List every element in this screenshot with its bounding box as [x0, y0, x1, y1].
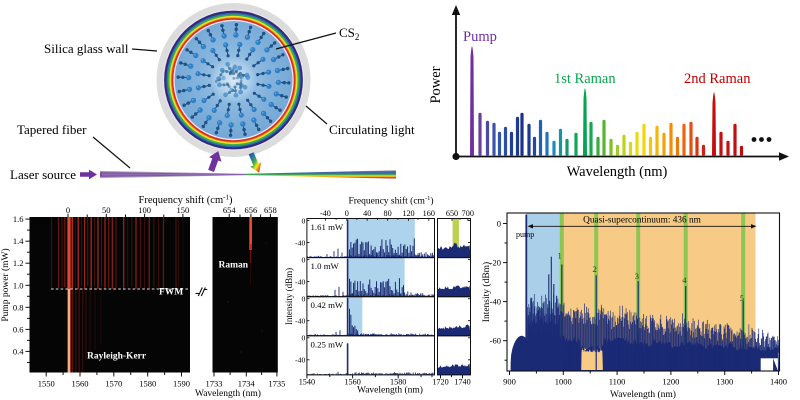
svg-text:Wavelength (nm): Wavelength (nm)	[610, 389, 676, 400]
svg-text:700: 700	[462, 209, 474, 218]
svg-text:1300: 1300	[716, 377, 733, 387]
svg-text:1560: 1560	[72, 379, 89, 389]
svg-text:100: 100	[138, 205, 151, 215]
svg-text:2nd Raman: 2nd Raman	[684, 71, 751, 87]
svg-text:1st Raman: 1st Raman	[554, 71, 616, 87]
svg-text:650: 650	[446, 209, 458, 218]
svg-text:1540: 1540	[299, 378, 315, 387]
svg-text:150: 150	[177, 205, 190, 215]
svg-text:1.2: 1.2	[13, 258, 24, 268]
svg-text:Wavelength (nm): Wavelength (nm)	[567, 164, 668, 180]
svg-text:160: 160	[423, 209, 435, 218]
svg-text:Intensity (dBm): Intensity (dBm)	[481, 262, 492, 322]
svg-text:1560: 1560	[344, 378, 360, 387]
svg-text:2: 2	[593, 264, 597, 274]
svg-text:1733: 1733	[206, 379, 223, 389]
svg-text:1.4: 1.4	[13, 236, 24, 246]
svg-text:Silica glass wall: Silica glass wall	[44, 41, 129, 56]
svg-text:0: 0	[497, 219, 501, 229]
svg-text:Circulating light: Circulating light	[329, 122, 415, 137]
svg-text:Power: Power	[428, 66, 444, 103]
svg-text:0: 0	[301, 255, 305, 264]
svg-text:-40: -40	[490, 297, 501, 307]
svg-text:1.61 mW: 1.61 mW	[311, 222, 344, 232]
svg-text:1740: 1740	[454, 378, 470, 387]
svg-text:1580: 1580	[139, 379, 156, 389]
svg-text:0.4: 0.4	[13, 346, 24, 356]
svg-text:Laser source: Laser source	[10, 167, 76, 182]
svg-text:0: 0	[301, 295, 305, 304]
svg-text:1: 1	[558, 251, 562, 261]
svg-text:120: 120	[402, 209, 414, 218]
svg-text:1.0: 1.0	[13, 280, 24, 290]
svg-text:Frequency shift (cm-1): Frequency shift (cm-1)	[139, 194, 233, 207]
svg-text:1.0 mW: 1.0 mW	[311, 261, 340, 271]
svg-text:40: 40	[363, 209, 371, 218]
svg-text:Raman: Raman	[219, 261, 249, 271]
svg-text:656: 656	[245, 205, 258, 215]
svg-text:0.25 mW: 0.25 mW	[311, 339, 344, 349]
svg-text:-20: -20	[490, 258, 501, 268]
svg-text:-40: -40	[295, 277, 305, 286]
svg-text:654: 654	[223, 205, 237, 215]
svg-text:1735: 1735	[268, 379, 285, 389]
svg-text:1400: 1400	[770, 377, 787, 387]
svg-text:0: 0	[301, 334, 305, 343]
svg-text:FWM: FWM	[159, 288, 183, 298]
svg-text:0: 0	[301, 216, 305, 225]
svg-text:Quasi-supercontinuum: 436 nm: Quasi-supercontinuum: 436 nm	[583, 216, 702, 226]
svg-text:-40: -40	[295, 238, 305, 247]
svg-text:1570: 1570	[105, 379, 122, 389]
svg-text:0.6: 0.6	[13, 324, 24, 334]
svg-text:1.6: 1.6	[13, 214, 24, 224]
svg-text:Pump: Pump	[463, 29, 497, 45]
svg-text:pump: pump	[516, 230, 534, 239]
svg-text:Frequency shift (cm-1): Frequency shift (cm-1)	[348, 195, 433, 207]
svg-text:Rayleigh-Kerr: Rayleigh-Kerr	[87, 352, 147, 362]
svg-text:1100: 1100	[609, 377, 626, 387]
svg-text:50: 50	[102, 205, 111, 215]
svg-text:Wavelength (nm): Wavelength (nm)	[357, 385, 423, 396]
svg-text:0.8: 0.8	[13, 302, 24, 312]
svg-text:0: 0	[345, 209, 349, 218]
svg-text:1590: 1590	[173, 379, 190, 389]
svg-text:900: 900	[503, 377, 516, 387]
svg-text:3: 3	[635, 271, 639, 281]
svg-text:Intensity (dBm): Intensity (dBm)	[284, 268, 294, 325]
svg-text:Wavelength (nm): Wavelength (nm)	[195, 388, 261, 399]
svg-text:Pump power (mW): Pump power (mW)	[0, 248, 11, 321]
svg-text:80: 80	[384, 209, 392, 218]
svg-text:Tapered fiber: Tapered fiber	[17, 122, 87, 137]
svg-text:-60: -60	[490, 336, 501, 346]
svg-text:1734: 1734	[238, 379, 256, 389]
svg-text:-40: -40	[295, 317, 305, 326]
svg-text:1550: 1550	[38, 379, 55, 389]
svg-text:-40: -40	[295, 356, 305, 365]
svg-text:-40: -40	[320, 209, 331, 218]
svg-text:658: 658	[264, 205, 277, 215]
svg-text:0: 0	[66, 205, 70, 215]
svg-text:5: 5	[740, 293, 744, 303]
svg-text:1580: 1580	[390, 378, 406, 387]
svg-text:CS2: CS2	[339, 25, 359, 42]
svg-text:1200: 1200	[662, 377, 679, 387]
svg-text:1720: 1720	[432, 378, 448, 387]
svg-text:1000: 1000	[555, 377, 572, 387]
svg-text:0.42 mW: 0.42 mW	[311, 300, 344, 310]
svg-text:4: 4	[682, 275, 687, 285]
